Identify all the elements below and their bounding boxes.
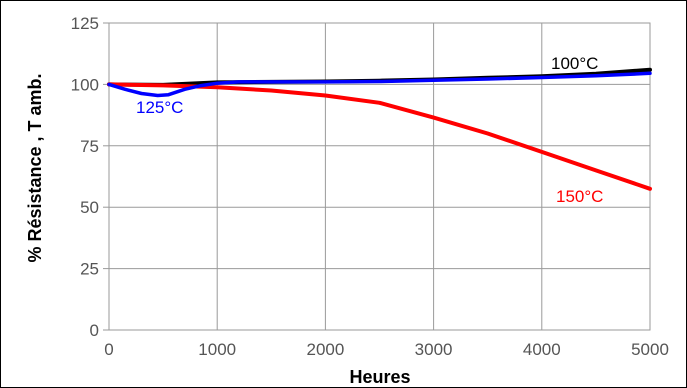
x-axis-label: Heures xyxy=(349,367,410,387)
x-tick-label: 0 xyxy=(104,340,113,359)
y-tick-label: 100 xyxy=(71,75,99,94)
y-tick-label: 50 xyxy=(80,198,99,217)
x-tick-label: 5000 xyxy=(631,340,669,359)
series-label-150c: 150°C xyxy=(556,187,603,206)
y-tick-label: 0 xyxy=(90,321,99,340)
series-label-100c: 100°C xyxy=(551,54,598,73)
x-tick-label: 2000 xyxy=(306,340,344,359)
x-tick-label: 3000 xyxy=(415,340,453,359)
series-line-125c xyxy=(107,71,652,98)
series-line-150c xyxy=(107,82,652,191)
x-tick-label: 1000 xyxy=(198,340,236,359)
y-tick-label: 75 xyxy=(80,137,99,156)
y-tick-label: 25 xyxy=(80,260,99,279)
x-tick-label: 4000 xyxy=(523,340,561,359)
plot-area-border xyxy=(108,22,651,331)
series-label-125c: 125°C xyxy=(136,98,183,117)
y-tick-label: 125 xyxy=(71,14,99,33)
y-axis-label: % Résistance , T amb. xyxy=(25,73,45,262)
